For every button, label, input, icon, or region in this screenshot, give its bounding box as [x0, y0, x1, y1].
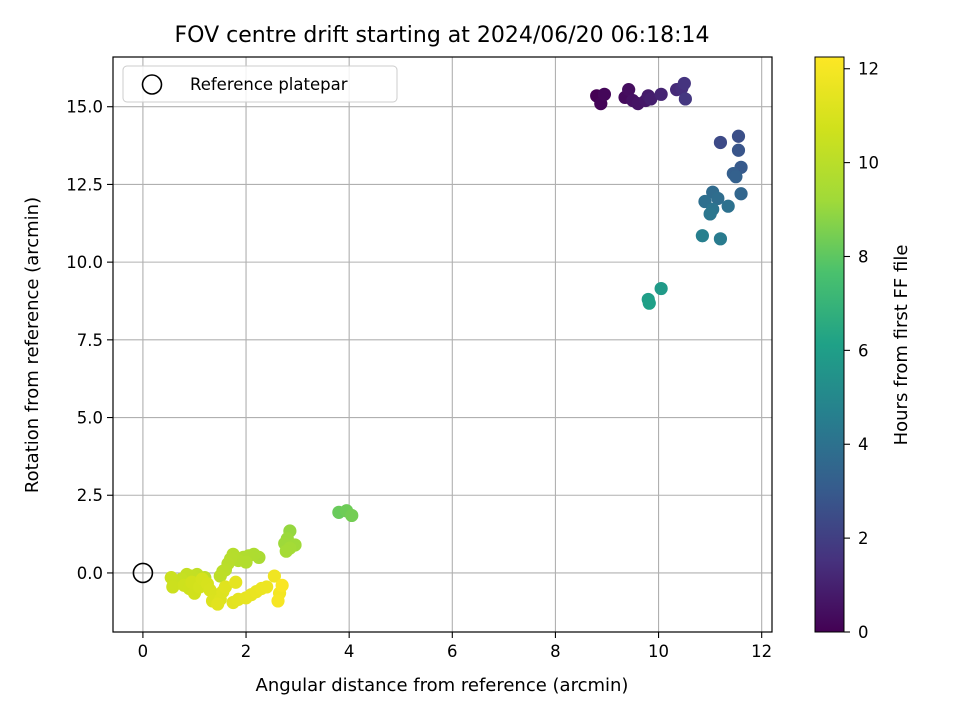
colorbar-tick-label: 0: [858, 623, 869, 642]
data-point: [275, 578, 289, 592]
data-point: [654, 281, 668, 296]
colorbar-tick-label: 12: [858, 60, 879, 79]
data-point: [678, 92, 692, 106]
data-point: [721, 199, 735, 213]
colorbar-label: Hours from first FF file: [891, 245, 912, 446]
colorbar-tick-label: 10: [858, 154, 879, 173]
grid-lines: [113, 57, 772, 632]
x-tick-label: 4: [344, 642, 355, 661]
x-tick-label: 8: [550, 642, 561, 661]
colorbar-tick-label: 8: [858, 247, 869, 266]
plot-frame: [112, 56, 773, 633]
data-point: [642, 296, 656, 310]
data-point: [713, 135, 728, 150]
y-tick-label: 10.0: [66, 253, 103, 272]
legend-entry-reference: Reference platepar: [190, 75, 348, 94]
y-tick-label: 5.0: [77, 409, 103, 428]
colorbar: [814, 56, 845, 633]
data-point: [211, 597, 225, 611]
data-point: [279, 544, 293, 558]
data-point: [695, 229, 709, 243]
x-tick-label: 6: [447, 642, 458, 661]
data-point: [729, 170, 743, 184]
scatter-points: [164, 76, 748, 611]
data-point: [166, 580, 180, 594]
x-axis-label: Angular distance from reference (arcmin): [256, 675, 629, 696]
legend-box: [122, 65, 398, 103]
data-point: [622, 83, 636, 97]
x-tick-label: 2: [241, 642, 252, 661]
legend: Reference platepar: [122, 65, 398, 103]
data-point: [703, 207, 717, 221]
colorbar-ticks: 0 2 4 6 8 10 12: [844, 60, 879, 642]
reference-platepar-marker: [132, 562, 154, 584]
data-point: [677, 76, 691, 91]
data-point: [731, 143, 746, 157]
data-point: [713, 232, 728, 246]
legend-marker: [141, 74, 163, 95]
y-tick-label: 12.5: [66, 175, 103, 194]
x-tick-label: 0: [138, 642, 149, 661]
y-tick-label: 7.5: [77, 331, 103, 350]
data-point: [654, 87, 668, 101]
data-point: [218, 580, 233, 594]
x-tick-label: 10: [648, 642, 669, 661]
data-point: [260, 580, 274, 594]
chart-title: FOV centre drift starting at 2024/06/20 …: [175, 23, 710, 48]
y-tick-label: 0.0: [77, 564, 103, 583]
data-point: [644, 92, 658, 106]
x-tick-label: 12: [751, 642, 772, 661]
y-axis-ticks: 0.0 2.5 5.0 7.5 10.0 12.5 15.0: [66, 98, 113, 583]
data-point: [271, 594, 285, 608]
data-point: [345, 508, 359, 523]
colorbar-tick-label: 4: [858, 435, 869, 454]
data-point: [734, 187, 748, 201]
y-tick-label: 15.0: [66, 98, 103, 117]
data-point: [597, 87, 612, 101]
data-point: [731, 129, 746, 143]
colorbar-tick-label: 2: [858, 529, 869, 548]
data-point: [711, 191, 725, 206]
y-axis-label: Rotation from reference (arcmin): [22, 197, 43, 493]
data-point: [267, 569, 281, 583]
x-axis-ticks: 0 2 4 6 8 10 12: [138, 632, 772, 661]
y-tick-label: 2.5: [77, 486, 103, 505]
data-point: [229, 575, 243, 589]
data-point: [213, 569, 227, 583]
colorbar-tick-label: 6: [858, 341, 869, 360]
